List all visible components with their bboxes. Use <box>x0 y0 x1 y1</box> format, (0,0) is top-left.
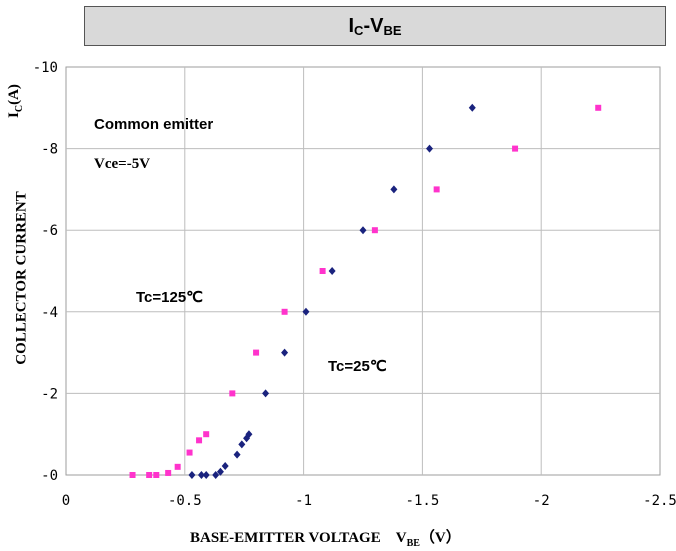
y-axis-unit: IC(A) <box>6 84 25 118</box>
x-tick-label: -2.5 <box>643 493 676 509</box>
y-tick-label: -8 <box>41 142 58 158</box>
data-point-diamond <box>302 307 310 316</box>
data-point-square <box>433 186 440 193</box>
data-point-diamond <box>233 450 241 459</box>
y-tick-label: -2 <box>41 386 58 402</box>
data-point-diamond <box>468 103 476 112</box>
x-tick-label: -1.5 <box>406 493 440 509</box>
x-axis-label: BASE-EMITTER VOLTAGE VBE（V） <box>190 530 461 549</box>
data-point-square <box>196 437 203 444</box>
x-tick-label: -2 <box>533 493 550 509</box>
data-point-square <box>319 268 326 274</box>
annotation-vce: Vce=-5V <box>94 156 151 172</box>
data-point-diamond <box>197 471 205 479</box>
data-point-square <box>174 463 181 470</box>
data-point-square <box>512 145 519 152</box>
chart-title: IC -VBE <box>84 6 666 46</box>
y-tick-label: -0 <box>41 468 58 484</box>
data-point-diamond <box>188 471 196 479</box>
annotation-tc125: Tc=125℃ <box>136 289 204 306</box>
annotation-tc25: Tc=25℃ <box>328 358 387 375</box>
data-point-diamond <box>221 462 229 471</box>
data-point-diamond <box>281 348 289 357</box>
data-point-square <box>281 308 288 315</box>
title-vbe: -VBE <box>363 14 402 38</box>
data-point-square <box>146 472 153 478</box>
data-point-diamond <box>202 471 210 479</box>
x-tick-label: -0.5 <box>168 493 202 509</box>
data-point-diamond <box>262 389 270 398</box>
x-tick-label: -1 <box>295 493 312 509</box>
data-point-diamond <box>216 467 224 476</box>
data-point-square <box>229 390 236 397</box>
data-point-square <box>595 104 602 111</box>
data-point-square <box>203 431 210 438</box>
data-point-diamond <box>328 267 336 275</box>
y-tick-label: -6 <box>41 223 58 239</box>
data-point-diamond <box>212 471 220 479</box>
annotation-common-emitter: Common emitter <box>94 116 214 133</box>
data-point-square <box>129 472 136 478</box>
data-point-square <box>186 449 193 456</box>
data-point-diamond <box>359 226 367 235</box>
y-tick-label: -4 <box>41 305 58 321</box>
plot-area <box>65 66 661 476</box>
data-point-diamond <box>390 185 398 194</box>
data-point-square <box>253 349 260 356</box>
y-tick-label: -10 <box>33 60 58 76</box>
data-point-square <box>371 227 378 234</box>
title-ic: IC <box>348 14 364 38</box>
data-point-diamond <box>245 430 253 439</box>
y-axis-label: COLLECTOR CURRENT <box>13 191 30 365</box>
data-point-diamond <box>238 440 246 449</box>
data-point-diamond <box>426 144 434 153</box>
data-point-square <box>153 472 160 478</box>
x-tick-label: 0 <box>62 493 70 509</box>
data-point-square <box>165 469 172 476</box>
